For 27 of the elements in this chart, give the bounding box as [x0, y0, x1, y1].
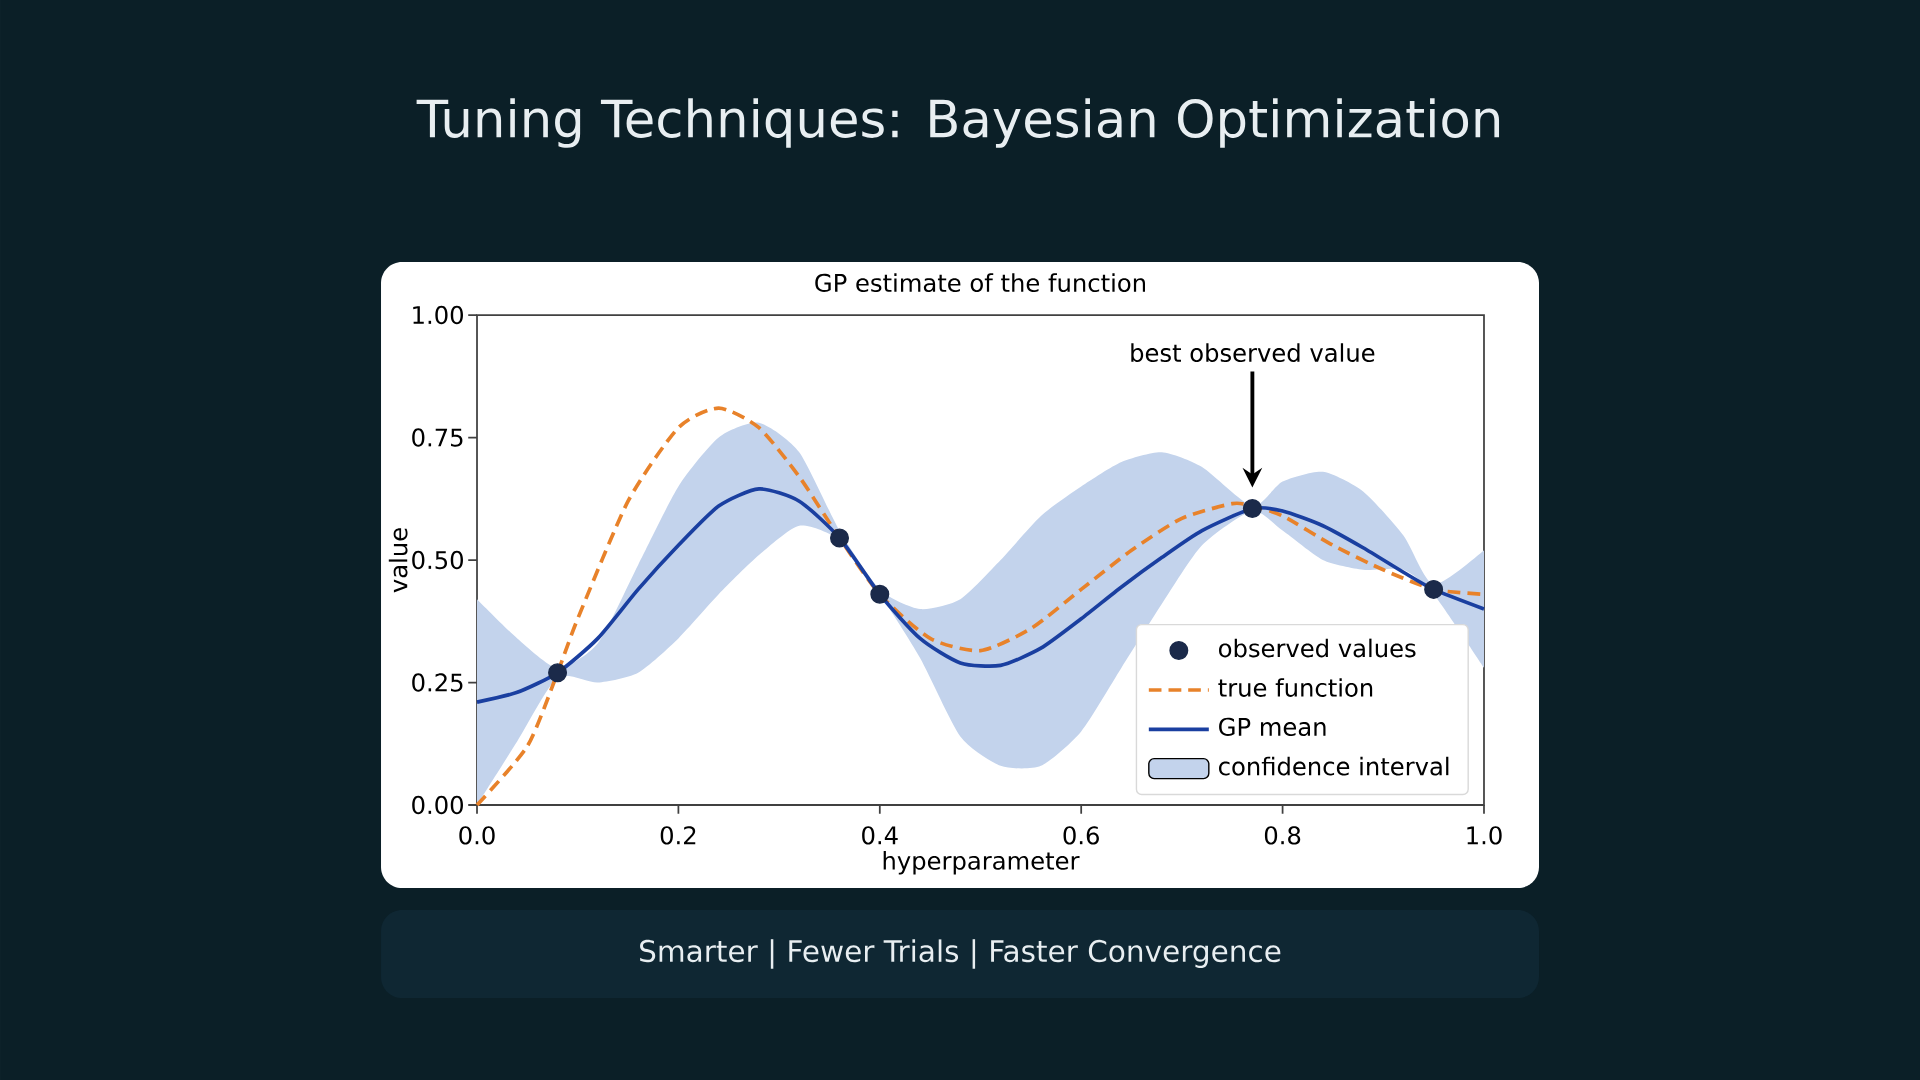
text: Smarter | Fewer Trials | Faster Convergence [640, 939, 1281, 969]
annotation: best observed value [1131, 343, 1375, 362]
y-tick-label: 0.25 [412, 673, 463, 692]
x-tick-label: 0.4 [862, 826, 898, 845]
legend-label: confidence interval [1219, 756, 1449, 776]
y-tick-label: 0.00 [412, 795, 463, 815]
point [1424, 579, 1444, 599]
x-tick-label: 1.0 [1467, 826, 1502, 845]
chart-subtitle: GP estimate of the function [815, 273, 1145, 293]
x-tick-label: 0.0 [459, 826, 495, 845]
legend-label: observed values [1219, 638, 1416, 658]
y-tick-label: 1.00 [413, 305, 463, 325]
x-tick-label: 0.2 [660, 826, 696, 845]
x-axis-title: hyperparameter [883, 851, 1080, 875]
line-series [475, 487, 1486, 704]
y-axis-title: value [388, 528, 408, 593]
y-tick-label: 0.75 [412, 428, 463, 447]
x-tick-label: 0.8 [1264, 826, 1301, 845]
point [870, 584, 890, 604]
x-tick-label: 0.6 [1063, 826, 1099, 845]
legend-label: GP mean [1219, 717, 1326, 736]
y-tick-label: 0.50 [412, 550, 463, 570]
point [830, 528, 850, 548]
chart-title: Tuning Techniques: Bayesian Optimization [416, 98, 1500, 148]
point [548, 663, 568, 683]
point [1242, 499, 1262, 519]
legend-label: true function [1218, 678, 1373, 697]
